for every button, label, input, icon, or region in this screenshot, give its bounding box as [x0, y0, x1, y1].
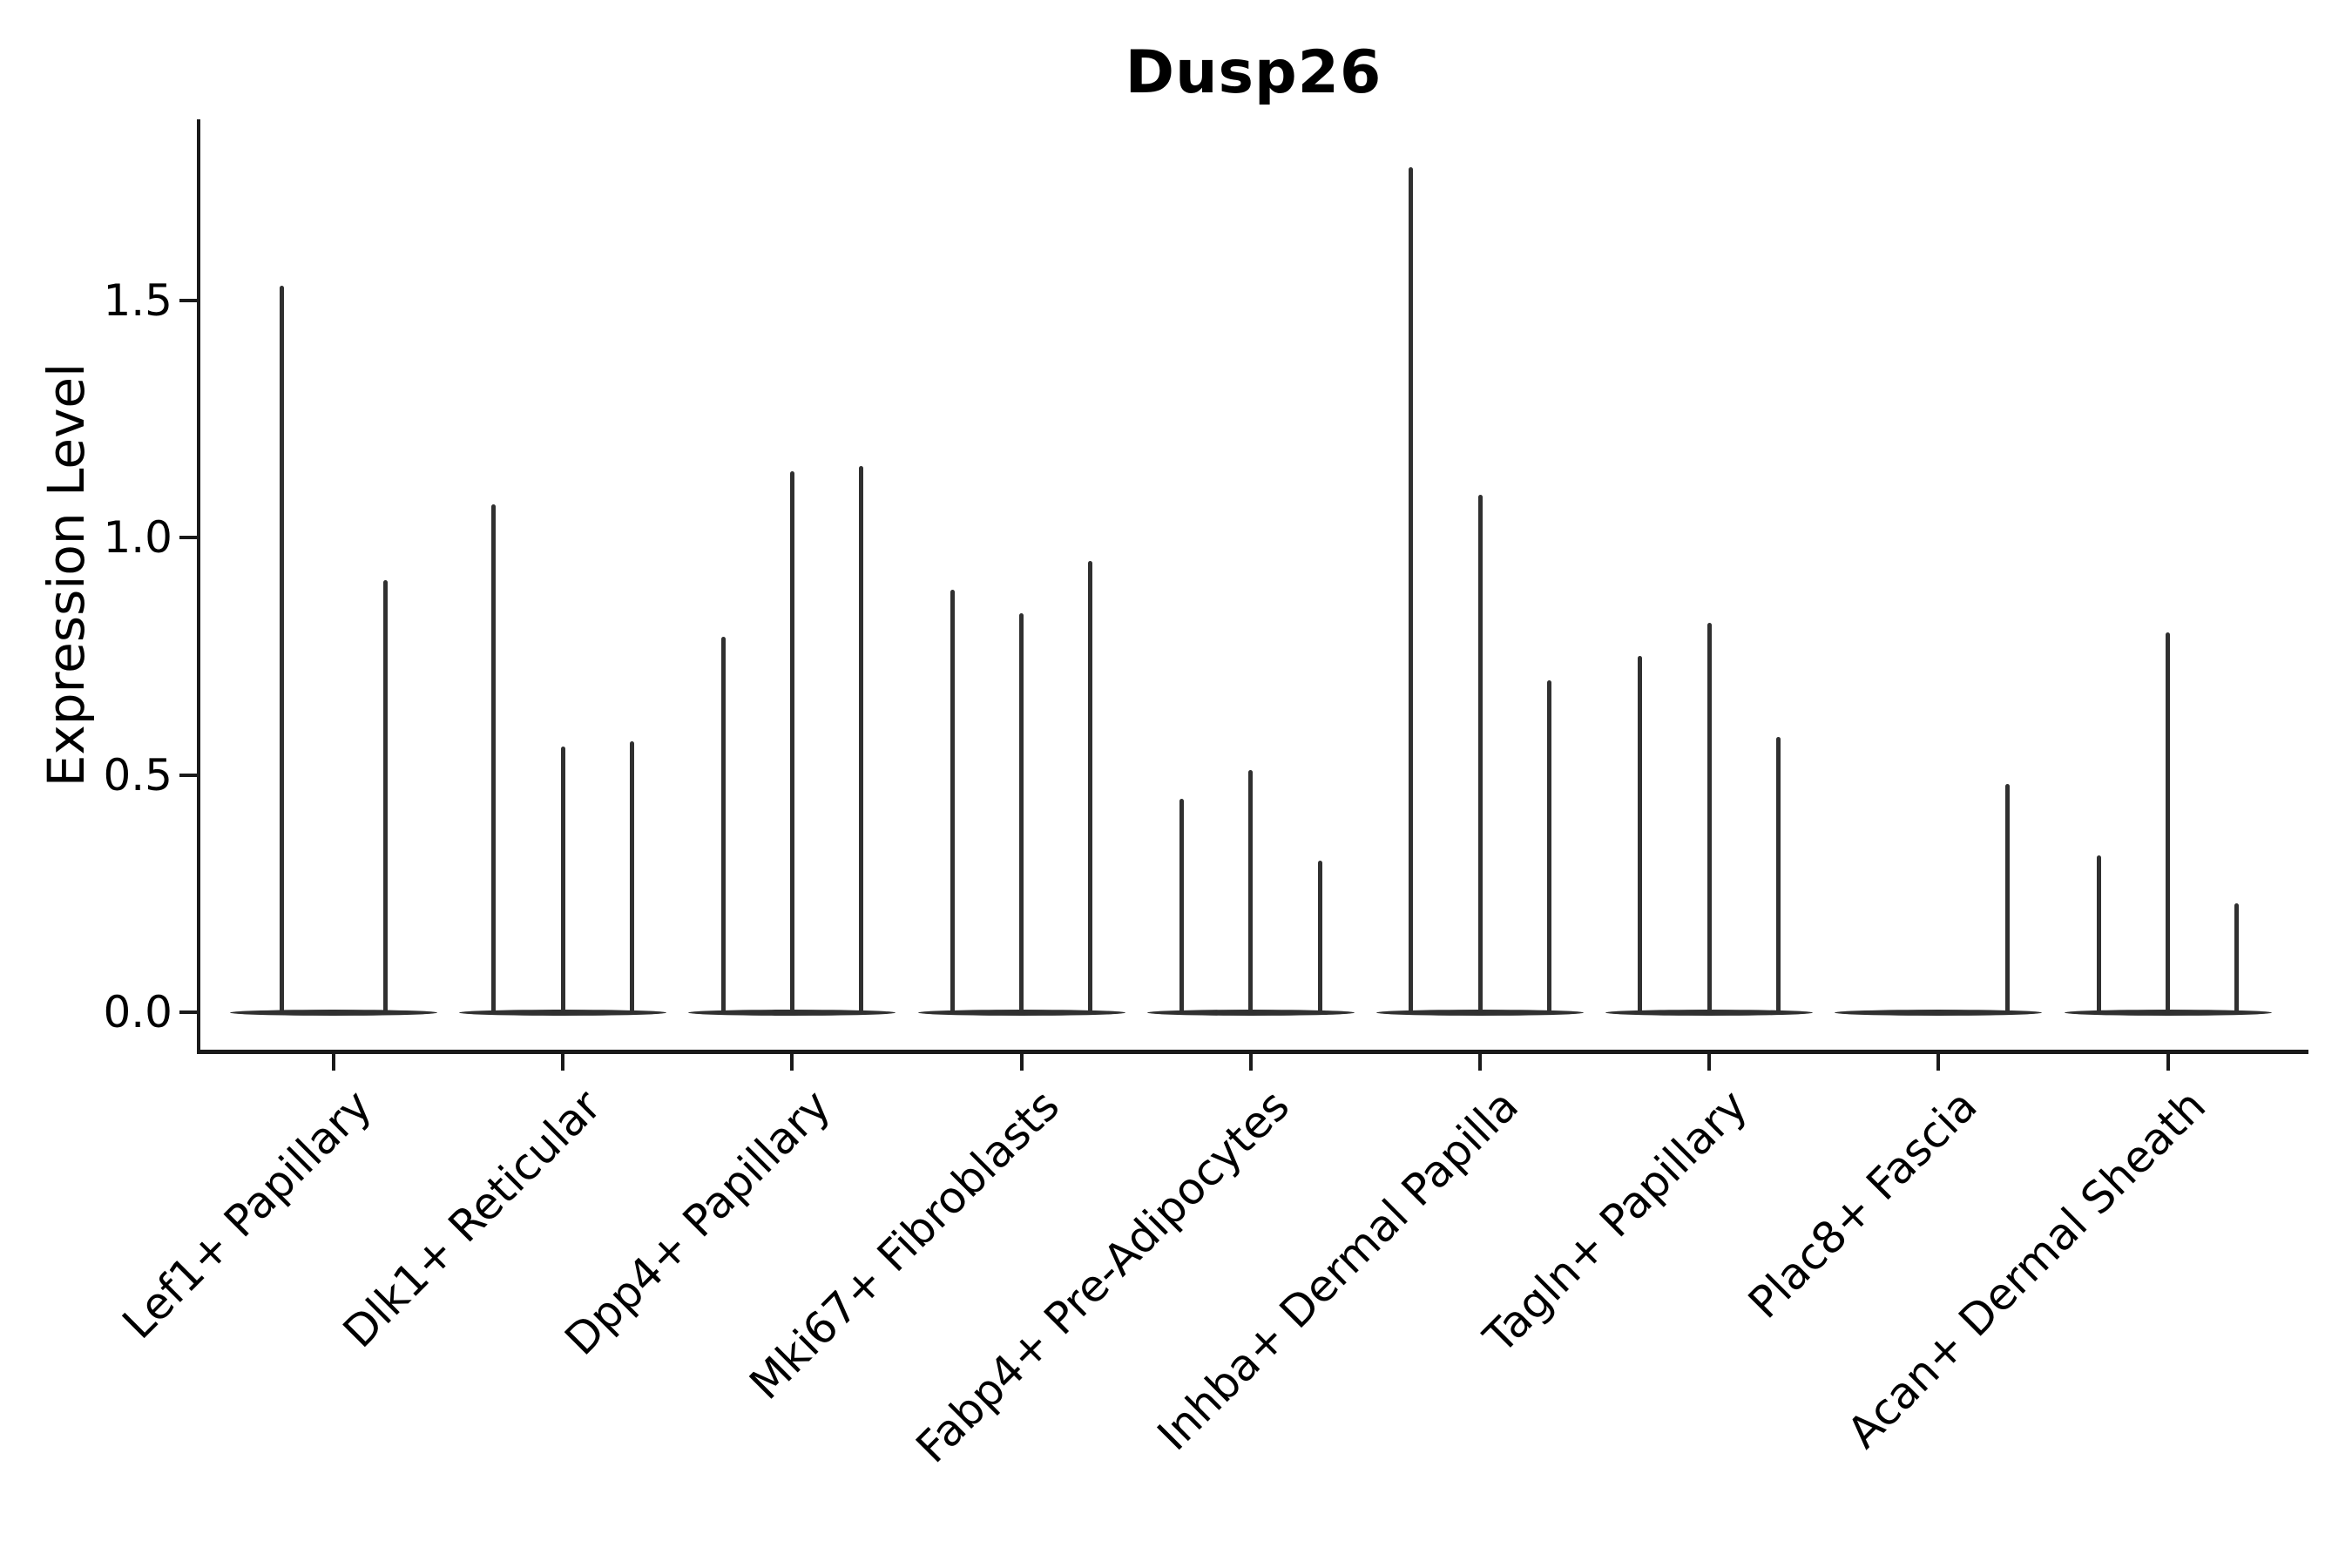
x-tick-mark [332, 1054, 335, 1071]
violin-max-spike [1409, 166, 1414, 1015]
violin-max-spike [1638, 656, 1643, 1015]
violin-max-spike [280, 286, 284, 1015]
violin-baseline [1835, 1009, 2043, 1016]
y-tick-label: 0.5 [103, 749, 172, 801]
violin-max-spike [859, 466, 864, 1015]
y-tick-label: 0.0 [103, 987, 172, 1037]
y-tick-mark [179, 773, 197, 777]
y-axis-label: Expression Level [37, 362, 96, 787]
y-tick-mark [179, 1010, 197, 1014]
violin-baseline [230, 1009, 437, 1016]
violin-max-spike [2005, 784, 2011, 1015]
violin-max-spike [1179, 798, 1184, 1015]
x-axis-spine [197, 1050, 2308, 1054]
chart-title: Dusp26 [1125, 38, 1382, 107]
x-tick-mark [561, 1054, 565, 1071]
x-tick-mark [2166, 1054, 2170, 1071]
x-tick-label: Plac8+ Fascia [1738, 1080, 1987, 1328]
violin-max-spike [1707, 623, 1712, 1015]
x-tick-label: Lef1+ Papillary [112, 1080, 382, 1349]
x-tick-mark [1478, 1054, 1482, 1071]
violin-max-spike [950, 589, 955, 1015]
violin-max-spike [630, 741, 635, 1015]
x-tick-mark [1248, 1054, 1253, 1071]
violin-max-spike [1776, 736, 1781, 1015]
violin-max-spike [383, 580, 388, 1015]
violin-max-spike [720, 637, 726, 1015]
violin-max-spike [1248, 770, 1254, 1015]
violin-max-spike [2166, 632, 2171, 1015]
violin-max-spike [2234, 902, 2240, 1015]
x-tick-label: Fabp4+ Pre-Adipocytes [906, 1080, 1299, 1473]
y-tick-label: 1.0 [103, 512, 172, 563]
violin-max-spike [1019, 613, 1024, 1015]
y-tick-label: 1.5 [103, 274, 172, 326]
violin-max-spike [560, 746, 565, 1015]
y-axis-spine [197, 119, 200, 1053]
violin-max-spike [789, 470, 794, 1015]
x-tick-mark [1019, 1054, 1024, 1071]
y-tick-mark [179, 298, 197, 302]
y-tick-mark [179, 536, 197, 539]
violin-max-spike [1477, 494, 1483, 1015]
violin-max-spike [491, 504, 497, 1015]
violin-max-spike [1317, 860, 1322, 1015]
violin-max-spike [1546, 679, 1551, 1015]
x-tick-mark [1707, 1054, 1712, 1071]
violin-max-spike [2096, 855, 2101, 1015]
x-tick-mark [790, 1054, 794, 1071]
x-tick-mark [1936, 1054, 1941, 1071]
violin-max-spike [1088, 561, 1093, 1015]
